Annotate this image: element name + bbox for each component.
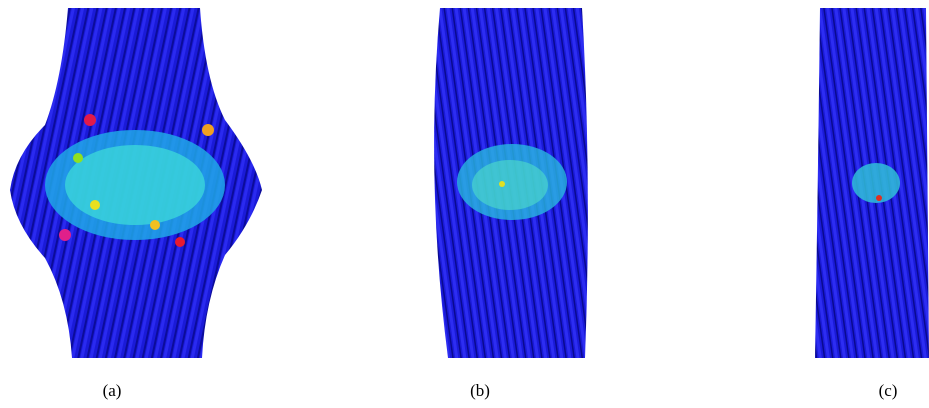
caption: (a) xyxy=(103,381,122,400)
damage-core xyxy=(472,160,548,210)
caption: (c) xyxy=(879,381,898,400)
panel-c xyxy=(815,8,929,358)
damage-zone xyxy=(852,163,900,203)
hotspot xyxy=(84,114,96,126)
panel-b xyxy=(434,8,588,358)
hotspot xyxy=(150,220,160,230)
hotspot xyxy=(73,153,83,163)
hotspot xyxy=(175,237,185,247)
panel-a xyxy=(10,8,262,358)
damage-core xyxy=(65,145,205,225)
caption: (b) xyxy=(470,381,490,400)
hotspot xyxy=(90,200,100,210)
hotspot xyxy=(59,229,71,241)
hotspot xyxy=(499,181,505,187)
hotspot xyxy=(876,195,882,201)
figure: (a) (b) (c) xyxy=(0,0,929,408)
page: (a) (b) (c) (() => { const data = JSON.p… xyxy=(0,0,929,408)
hotspot xyxy=(202,124,214,136)
